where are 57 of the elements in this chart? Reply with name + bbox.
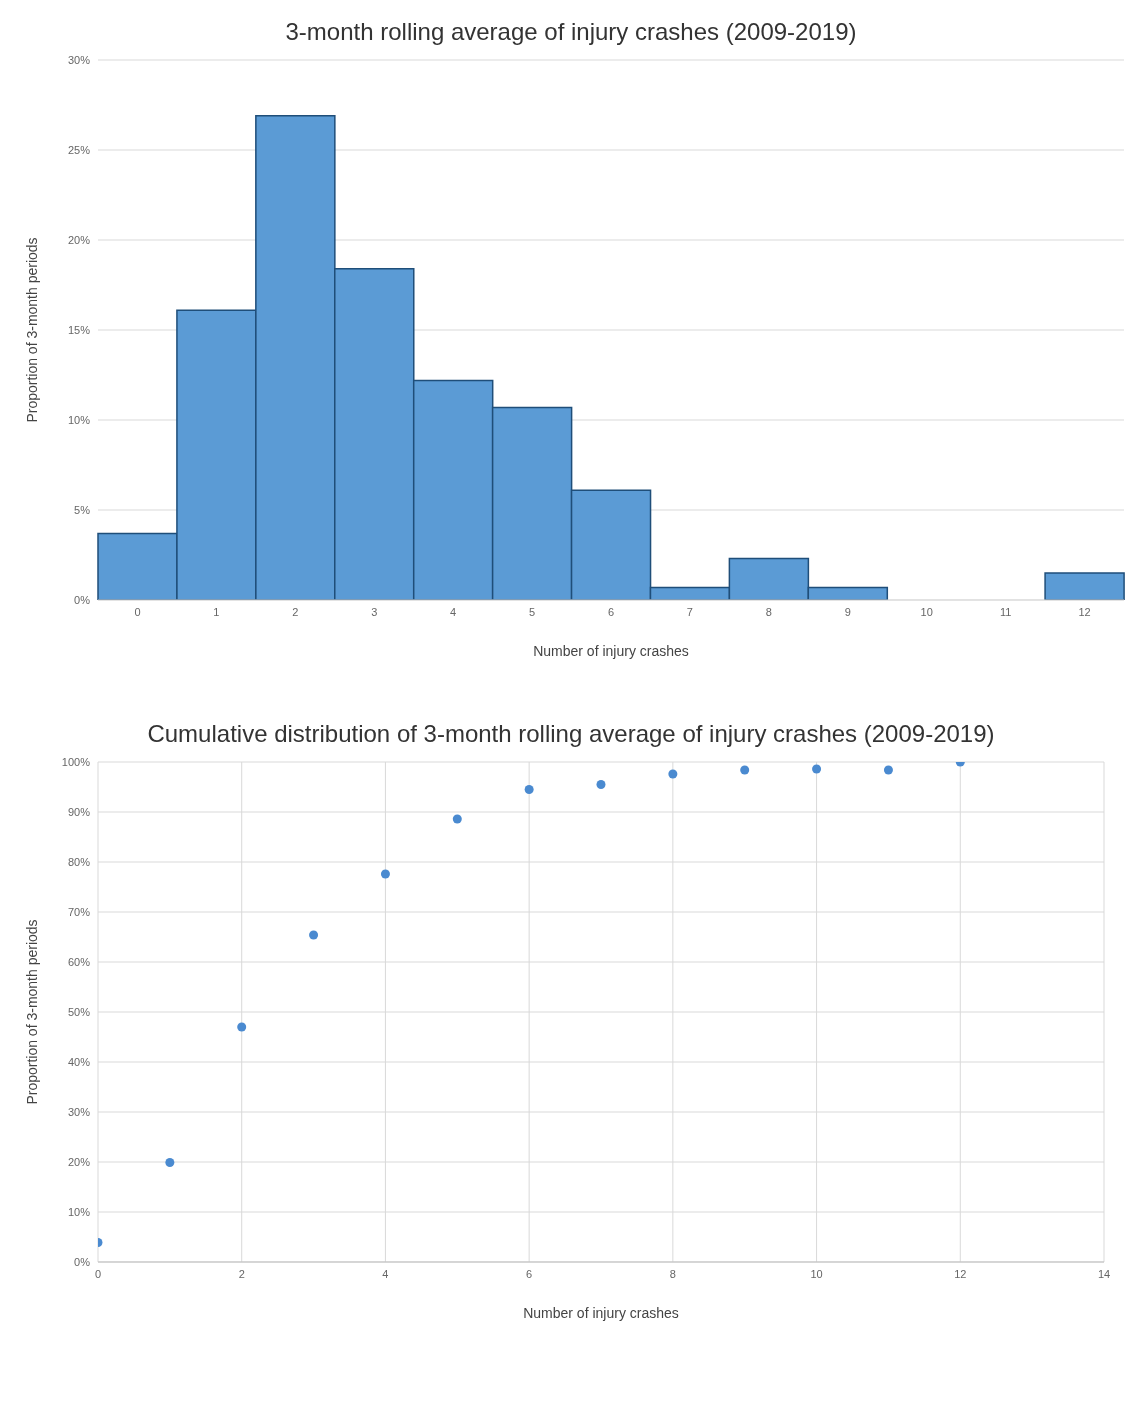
- x-tick-label: 14: [1097, 1267, 1111, 1280]
- point: [452, 814, 462, 824]
- y-tick-label: 5%: [74, 503, 91, 516]
- x-tick-label: 2: [238, 1267, 245, 1280]
- x-tick-label: 8: [765, 605, 772, 618]
- x-tick-label: 12: [1078, 605, 1091, 618]
- y-tick-label: 40%: [67, 1055, 91, 1068]
- chart-title: 3-month rolling average of injury crashes (2009-2019): [284, 17, 858, 47]
- x-tick-label: 8: [669, 1267, 676, 1280]
- y-tick-label: 50%: [67, 1005, 91, 1018]
- point: [812, 764, 822, 774]
- y-tick-label: 0%: [74, 1255, 91, 1268]
- point: [740, 765, 750, 775]
- x-tick-label: 6: [607, 605, 615, 618]
- x-tick-label: 0: [134, 605, 141, 618]
- y-tick-label: 100%: [61, 755, 91, 768]
- chart-title: Cumulative distribution of 3-month rolling average of injury crashes (2009-2019): [146, 719, 996, 749]
- x-tick-label: 1: [213, 605, 220, 618]
- y-axis-title: Proportion of 3-month periods: [23, 919, 40, 1105]
- x-axis-title: Number of injury crashes: [533, 643, 689, 659]
- point: [309, 930, 319, 940]
- y-tick-label: 0%: [74, 593, 91, 606]
- x-tick-label: 4: [450, 605, 457, 618]
- x-tick-label: 12: [954, 1267, 967, 1280]
- point: [883, 765, 893, 775]
- y-tick-label: 25%: [67, 143, 91, 156]
- point: [524, 785, 534, 794]
- y-tick-label: 80%: [67, 855, 91, 868]
- y-tick-label: 30%: [67, 1105, 91, 1118]
- y-tick-label: 20%: [67, 233, 91, 246]
- x-tick-label: 7: [686, 605, 693, 618]
- y-tick-label: 10%: [67, 1205, 91, 1218]
- x-tick-label: 6: [526, 1267, 533, 1280]
- x-axis-title: Number of injury crashes: [523, 1305, 679, 1321]
- point: [237, 1022, 247, 1032]
- y-tick-label: 10%: [67, 413, 91, 426]
- x-tick-label: 10: [920, 605, 933, 618]
- y-tick-label: 30%: [67, 53, 91, 66]
- x-tick-label: 9: [844, 605, 851, 618]
- x-tick-label: 0: [94, 1267, 102, 1280]
- x-tick-label: 4: [382, 1267, 389, 1280]
- y-tick-label: 20%: [67, 1155, 91, 1168]
- y-tick-label: 15%: [67, 323, 91, 336]
- y-tick-label: 90%: [67, 805, 91, 818]
- x-tick-label: 3: [371, 605, 378, 618]
- x-tick-label: 10: [810, 1267, 823, 1280]
- x-tick-label: 2: [292, 605, 299, 618]
- y-tick-label: 70%: [67, 905, 91, 918]
- bar: [1044, 572, 1125, 600]
- point: [380, 869, 390, 879]
- point: [165, 1158, 175, 1167]
- point: [596, 780, 606, 789]
- x-tick-label: 5: [529, 605, 536, 618]
- point: [668, 769, 678, 779]
- y-tick-label: 60%: [67, 955, 91, 968]
- y-axis-title: Proportion of 3-month periods: [23, 237, 40, 423]
- x-tick-label: 11: [999, 605, 1012, 618]
